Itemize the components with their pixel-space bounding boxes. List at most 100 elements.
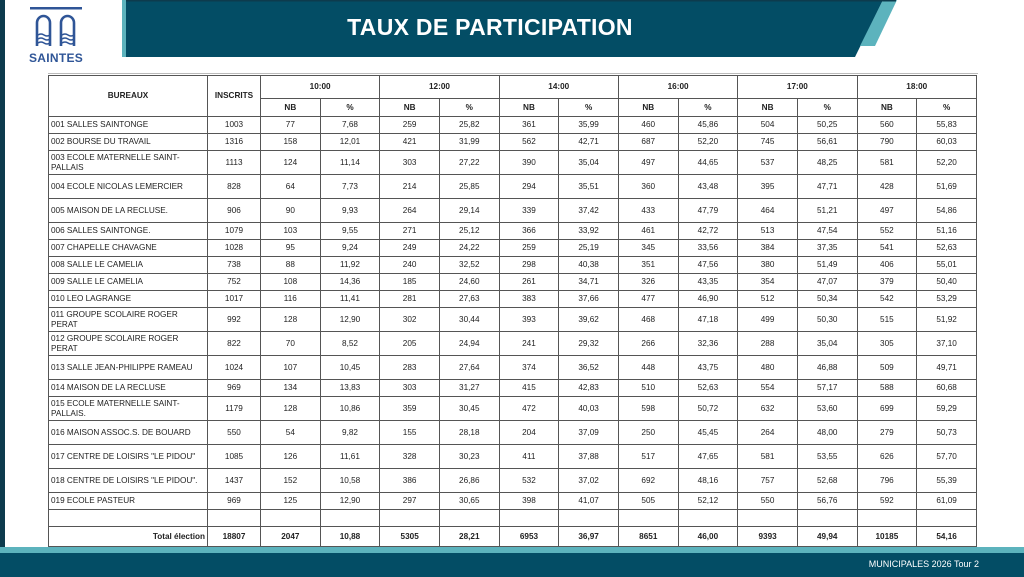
nb-value: 626 xyxy=(856,444,918,469)
nb-value: 264 xyxy=(379,198,440,223)
inscrits-value: 1003 xyxy=(207,116,261,134)
inscrits-value: 1437 xyxy=(207,468,261,493)
total-pct: 10,88 xyxy=(319,526,381,547)
pct-value: 50,73 xyxy=(916,420,977,445)
nb-value: 497 xyxy=(856,198,918,223)
nb-value: 77 xyxy=(260,116,321,134)
subheader-row: NB% NB% NB% NB% NB% NB% xyxy=(49,98,977,117)
pct-value: 35,99 xyxy=(558,116,619,134)
nb-value: 505 xyxy=(617,492,679,510)
nb-value: 185 xyxy=(379,273,440,291)
pct-value: 49,71 xyxy=(916,355,977,380)
page-title: TAUX DE PARTICIPATION xyxy=(347,14,633,40)
bureau-name: 015 ECOLE MATERNELLE SAINT-PALLAIS. xyxy=(48,396,208,421)
inscrits-value: 822 xyxy=(207,331,261,356)
nb-value: 305 xyxy=(856,331,918,356)
pct-value: 30,23 xyxy=(438,444,500,469)
nb-value: 386 xyxy=(379,468,440,493)
nb-value: 361 xyxy=(498,116,560,134)
footer-accent xyxy=(0,547,1024,553)
inscrits-value: 1179 xyxy=(207,396,261,421)
header-inscrits: INSCRITS xyxy=(207,75,261,117)
pct-value: 29,14 xyxy=(438,198,500,223)
total-nb: 6953 xyxy=(498,526,560,547)
nb-value: 428 xyxy=(856,174,918,199)
pct-value: 24,94 xyxy=(438,331,500,356)
bureau-name: 002 BOURSE DU TRAVAIL xyxy=(48,133,208,151)
nb-value: 796 xyxy=(856,468,918,493)
nb-value: 581 xyxy=(737,444,798,469)
nb-value: 406 xyxy=(856,256,918,274)
nb-value: 64 xyxy=(260,174,321,199)
nb-value: 366 xyxy=(498,222,560,240)
bureau-name: 004 ECOLE NICOLAS LEMERCIER xyxy=(48,174,208,199)
nb-value: 107 xyxy=(260,355,321,380)
bureau-name: 016 MAISON ASSOC.S. DE BOUARD xyxy=(48,420,208,445)
nb-value: 383 xyxy=(498,290,560,308)
pct-value: 8,52 xyxy=(319,331,381,356)
pct-value: 25,82 xyxy=(438,116,500,134)
nb-value: 504 xyxy=(737,116,798,134)
table-row: 001 SALLES SAINTONGE 1003 77 7,68 259 25,82 36… xyxy=(48,116,977,134)
pct-value: 42,71 xyxy=(558,133,619,151)
nb-value: 395 xyxy=(737,174,798,199)
nb-value: 433 xyxy=(617,198,679,223)
inscrits-value: 1017 xyxy=(207,290,261,308)
nb-value: 125 xyxy=(260,492,321,510)
nb-value: 281 xyxy=(379,290,440,308)
subheader-nb: NB xyxy=(737,98,798,117)
pct-value: 27,63 xyxy=(438,290,500,308)
empty-cell xyxy=(677,509,739,527)
pct-value: 30,65 xyxy=(438,492,500,510)
nb-value: 126 xyxy=(260,444,321,469)
subheader-pct: % xyxy=(677,98,739,117)
total-label: Total élection xyxy=(48,526,208,547)
nb-value: 588 xyxy=(856,379,918,397)
pct-value: 59,29 xyxy=(916,396,977,421)
nb-value: 90 xyxy=(260,198,321,223)
pct-value: 56,76 xyxy=(796,492,858,510)
subheader-pct: % xyxy=(319,98,381,117)
nb-value: 398 xyxy=(498,492,560,510)
nb-value: 461 xyxy=(617,222,679,240)
pct-value: 53,60 xyxy=(796,396,858,421)
nb-value: 328 xyxy=(379,444,440,469)
nb-value: 581 xyxy=(856,150,918,175)
nb-value: 339 xyxy=(498,198,560,223)
inscrits-value: 1113 xyxy=(207,150,261,175)
nb-value: 379 xyxy=(856,273,918,291)
table-row: 006 SALLES SAINTONGE. 1079 103 9,55 271 25,12… xyxy=(48,222,977,240)
empty-cell xyxy=(796,509,858,527)
bureau-name: 010 LEO LAGRANGE xyxy=(48,290,208,308)
footer-text: MUNICIPALES 2026 Tour 2 xyxy=(868,559,979,569)
nb-value: 103 xyxy=(260,222,321,240)
nb-value: 240 xyxy=(379,256,440,274)
total-nb: 5305 xyxy=(379,526,440,547)
subheader-pct: % xyxy=(558,98,619,117)
subheader-pct: % xyxy=(916,98,977,117)
pct-value: 55,01 xyxy=(916,256,977,274)
pct-value: 35,04 xyxy=(796,331,858,356)
nb-value: 421 xyxy=(379,133,440,151)
pct-value: 9,82 xyxy=(319,420,381,445)
pct-value: 29,32 xyxy=(558,331,619,356)
nb-value: 261 xyxy=(498,273,560,291)
nb-value: 550 xyxy=(737,492,798,510)
nb-value: 250 xyxy=(617,420,679,445)
bureau-name: 005 MAISON DE LA RECLUSE. xyxy=(48,198,208,223)
nb-value: 632 xyxy=(737,396,798,421)
nb-value: 411 xyxy=(498,444,560,469)
pct-value: 39,62 xyxy=(558,307,619,332)
empty-cell xyxy=(737,509,798,527)
bureau-name: 006 SALLES SAINTONGE. xyxy=(48,222,208,240)
nb-value: 374 xyxy=(498,355,560,380)
pct-value: 47,07 xyxy=(796,273,858,291)
pct-value: 55,83 xyxy=(916,116,977,134)
bureau-name: 007 CHAPELLE CHAVAGNE xyxy=(48,239,208,257)
pct-value: 25,19 xyxy=(558,239,619,257)
pct-value: 13,83 xyxy=(319,379,381,397)
total-nb: 2047 xyxy=(260,526,321,547)
pct-value: 51,16 xyxy=(916,222,977,240)
empty-cell xyxy=(48,509,208,527)
participation-table: BUREAUX INSCRITS 10:00 12:00 14:00 16:00 17:00… xyxy=(48,75,978,547)
